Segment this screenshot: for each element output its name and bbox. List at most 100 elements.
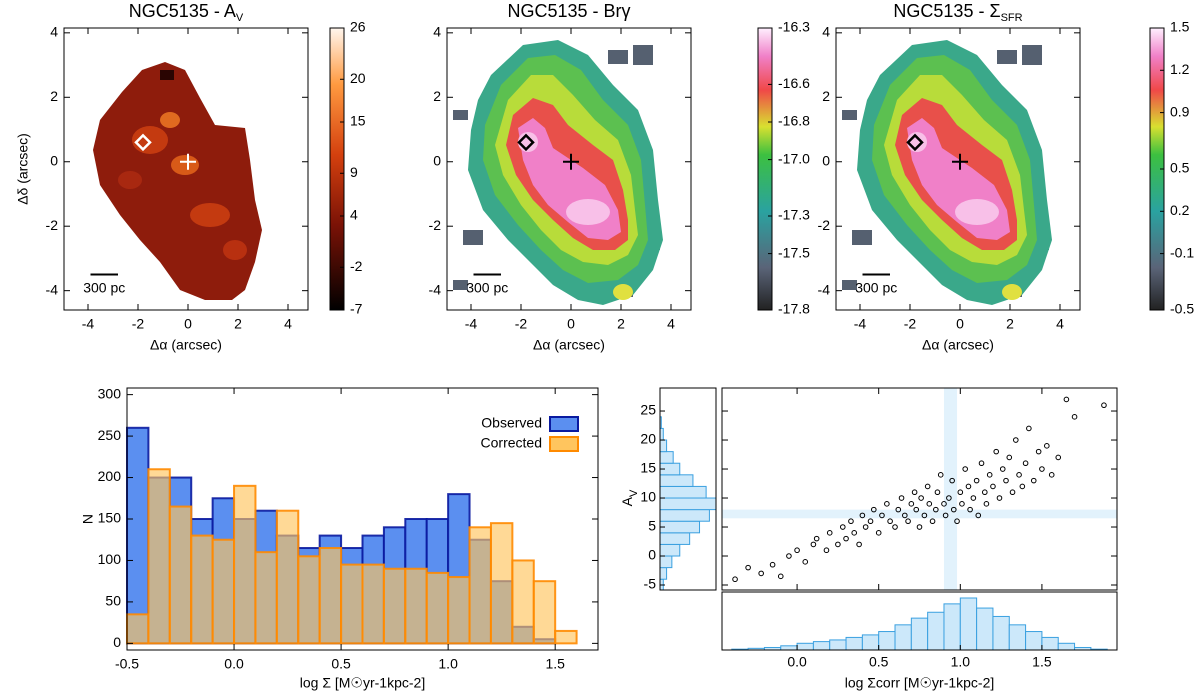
cross-marker [563,153,579,170]
hist-bar [211,538,236,645]
scatter-point [1013,437,1019,443]
y-tick-label: 0 [433,152,441,168]
colorbar-tick-label: -16.3 [778,19,810,35]
chart-title: NGC5135 - Brγ [507,1,630,21]
diamond-marker [517,133,535,152]
scatter-point [921,512,928,519]
colorbar-tick-label: 4 [350,207,358,223]
y-tick-label: 2 [822,88,830,104]
y-tick-label: 250 [98,427,122,443]
scatter-point [1003,477,1009,484]
cross-marker [180,153,196,170]
y-tick-label: 10 [640,489,656,505]
hist-bar [126,613,150,645]
legend-label: Corrected [481,435,542,451]
y-tick-label: -4 [46,281,59,297]
x-tick-label: -4 [82,316,95,332]
x-marginal-bar [992,615,1010,651]
x-band [943,388,958,590]
scatter-frame [721,387,1118,591]
scatter-point [967,506,973,513]
x-tick-label: 4 [1056,316,1064,332]
colorbar-tick-label: 0.2 [1170,202,1190,218]
colorbar-tick-label: -2 [350,258,363,274]
scatter-point [973,477,980,484]
scatter-point [862,524,869,530]
y-tick-label: -2 [818,217,831,233]
x-marginal-bar [910,617,929,651]
hist-bar [190,534,214,645]
colorbar [757,27,773,311]
y-marginal-bar [659,543,681,557]
x-marginal-bar [1008,624,1027,651]
x-tick-label: -4 [465,316,478,332]
y-marginal-bar [659,474,694,487]
hist-bar [361,563,385,645]
scatter-point [867,518,874,525]
scatter-point [990,483,996,490]
scatter-point [911,489,918,496]
y-marginal-frame [659,387,717,591]
scatter-point [918,495,924,501]
y-tick-label: 0 [113,634,121,650]
x-tick-label: 0.0 [224,656,244,672]
y-tick-label: 0 [822,152,830,168]
hist-bar [126,426,150,645]
x-tick-label: -0.5 [115,656,139,672]
hist-bar [340,563,364,645]
y-tick-label: 50 [105,593,121,609]
scatter-point [1063,396,1070,403]
x-axis-label: Δα (arcsec) [533,337,605,353]
x-tick-label: 1.0 [438,656,458,672]
scatter-point [983,501,990,507]
scatter-point [875,530,882,536]
x-marginal-bar [861,634,880,651]
scatter-point [895,506,902,513]
colorbar-tick-label: -16.8 [778,113,810,129]
scatter-point [954,518,960,525]
y-marginal-bar [659,532,691,545]
y-axis-label-main: A [619,496,635,506]
colorbar-tick-label: 0.9 [1170,103,1190,119]
colorbar-tick-label: -17.5 [778,244,810,260]
colorbar-tick-label: -17.0 [778,150,810,166]
colorbar-tick-label: -17.3 [778,207,810,223]
x-tick-label: 0 [956,316,964,332]
scatter-point [884,501,890,507]
y-tick-label: 300 [98,385,122,401]
x-tick-label: 1.5 [1032,654,1052,670]
x-tick-label: 0 [567,316,575,332]
y-tick-label: -4 [429,281,442,297]
x-tick-label: 2 [234,316,242,332]
hist-bar [425,571,450,645]
y-tick-label: 0 [648,547,656,563]
y-axis-label: Δδ (arcsec) [15,133,31,205]
colorbar-tick-label: 1.2 [1170,61,1190,77]
y-tick-label: 150 [98,510,122,526]
hist-bar [554,629,578,645]
scatter-point [913,506,920,513]
colorbar-tick-label: -0.1 [1170,244,1194,260]
hist-bar [404,567,428,645]
scatter-point [856,541,862,548]
y-axis-label-sub: V [628,489,640,497]
scatter-point [905,518,911,525]
scatter-point [975,512,982,519]
map-frame [446,27,692,311]
scatter-point [949,477,955,484]
scatter-point [916,524,923,530]
x-marginal-bar [959,597,978,651]
diamond-marker [134,133,152,152]
scatter-point [769,561,776,568]
hist-bar [447,576,471,645]
x-marginal-bar [976,607,994,651]
y-marginal-bar [659,485,707,499]
colorbar-tick-label: 0.5 [1170,160,1190,176]
hist-bar [275,509,300,645]
hist-bar [318,547,343,645]
x-marginal-bar [894,624,912,651]
hist-bar [168,505,193,645]
scatter-point [1055,454,1062,461]
hist-bar [511,559,535,645]
